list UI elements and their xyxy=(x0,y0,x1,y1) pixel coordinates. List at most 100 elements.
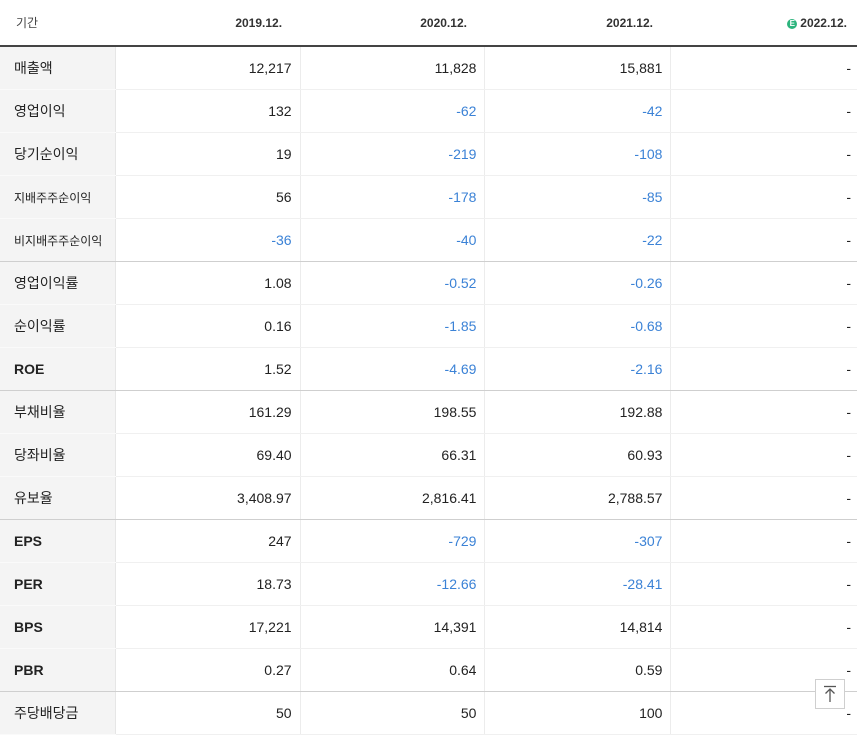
row-value: 247 xyxy=(115,519,301,563)
row-value: 66.31 xyxy=(300,433,486,477)
table-row: 주당배당금 50 50 100- xyxy=(0,691,857,735)
row-value: -219 xyxy=(300,132,486,176)
table-row: BPS 17,221 14,391 14,814- xyxy=(0,605,857,649)
row-value: -178 xyxy=(300,175,486,219)
row-value: - xyxy=(670,519,857,563)
row-label: PBR xyxy=(0,648,116,692)
row-value: -62 xyxy=(300,89,486,133)
row-value: 198.55 xyxy=(300,390,486,434)
row-value: 11,828 xyxy=(300,46,486,90)
row-label: 영업이익 xyxy=(0,89,116,133)
table-row: 유보율 3,408.97 2,816.41 2,788.57- xyxy=(0,476,857,520)
row-value: 3,408.97 xyxy=(115,476,301,520)
row-value: -0.52 xyxy=(300,261,486,305)
row-label: 매출액 xyxy=(0,46,116,90)
row-value: -12.66 xyxy=(300,562,486,606)
row-label: EPS xyxy=(0,519,116,563)
row-label: 지배주주순이익 xyxy=(0,175,116,219)
table-body: 매출액 12,217 11,828 15,881- 영업이익 132 -62 -42- 당기순이… xyxy=(0,46,857,735)
table-row: 지배주주순이익 56 -178 -85- xyxy=(0,175,857,219)
table-row: ROE 1.52 -4.69 -2.16- xyxy=(0,347,857,391)
row-value: 14,391 xyxy=(300,605,486,649)
row-value: 1.52 xyxy=(115,347,301,391)
row-value: -22 xyxy=(484,218,672,262)
row-value: - xyxy=(670,390,857,434)
row-value: 1.08 xyxy=(115,261,301,305)
row-value: 0.16 xyxy=(115,304,301,348)
row-value: - xyxy=(670,605,857,649)
table-row: 부채비율 161.29 198.55 192.88- xyxy=(0,390,857,434)
row-value: -36 xyxy=(115,218,301,262)
row-value: 132 xyxy=(115,89,301,133)
row-value: 0.64 xyxy=(300,648,486,692)
row-value: - xyxy=(670,562,857,606)
row-value: 18.73 xyxy=(115,562,301,606)
row-value: 14,814 xyxy=(484,605,672,649)
row-label: 당기순이익 xyxy=(0,132,116,176)
row-value: 17,221 xyxy=(115,605,301,649)
scroll-to-top-button[interactable] xyxy=(815,679,845,709)
table-row: 영업이익 132 -62 -42- xyxy=(0,89,857,133)
row-value: - xyxy=(670,433,857,477)
row-label: ROE xyxy=(0,347,116,391)
row-value: 50 xyxy=(115,691,301,735)
table-row: 당좌비율 69.40 66.31 60.93- xyxy=(0,433,857,477)
header-row: 기간 2019.12. 2020.12. 2021.12. E 2022.12. xyxy=(0,0,857,47)
table-row: 순이익률 0.16 -1.85 -0.68- xyxy=(0,304,857,348)
row-value: -0.26 xyxy=(484,261,672,305)
row-label: BPS xyxy=(0,605,116,649)
row-value: 19 xyxy=(115,132,301,176)
row-value: 0.59 xyxy=(484,648,672,692)
row-value: 12,217 xyxy=(115,46,301,90)
table-row: 영업이익률 1.08 -0.52 -0.26- xyxy=(0,261,857,305)
row-label: 유보율 xyxy=(0,476,116,520)
table-header: 기간 2019.12. 2020.12. 2021.12. E 2022.12. xyxy=(0,0,857,47)
row-value: - xyxy=(670,347,857,391)
row-value: -0.68 xyxy=(484,304,672,348)
row-label: 영업이익률 xyxy=(0,261,116,305)
estimate-badge-icon: E xyxy=(787,18,798,29)
row-value: - xyxy=(670,261,857,305)
row-value: -4.69 xyxy=(300,347,486,391)
row-value: -108 xyxy=(484,132,672,176)
row-value: -42 xyxy=(484,89,672,133)
table-row: PBR 0.27 0.64 0.59- xyxy=(0,648,857,692)
row-value: -2.16 xyxy=(484,347,672,391)
table-row: 당기순이익 19 -219 -108- xyxy=(0,132,857,176)
table-row: EPS 247 -729 -307- xyxy=(0,519,857,563)
row-value: - xyxy=(670,46,857,90)
row-value: - xyxy=(670,175,857,219)
row-value: -307 xyxy=(484,519,672,563)
period-label: 기간 xyxy=(0,0,116,47)
row-value: 0.27 xyxy=(115,648,301,692)
row-label: 순이익률 xyxy=(0,304,116,348)
row-label: 비지배주주순이익 xyxy=(0,218,116,262)
row-value: -1.85 xyxy=(300,304,486,348)
period-2022-estimate: E 2022.12. xyxy=(670,0,857,47)
row-value: -85 xyxy=(484,175,672,219)
period-2021: 2021.12. xyxy=(484,0,671,47)
row-label: PER xyxy=(0,562,116,606)
arrow-up-to-top-icon xyxy=(824,685,836,702)
table-row: 매출액 12,217 11,828 15,881- xyxy=(0,46,857,90)
row-value: 2,788.57 xyxy=(484,476,672,520)
table-row: PER 18.73 -12.66 -28.41- xyxy=(0,562,857,606)
period-2022-label: 2022.12. xyxy=(800,15,847,30)
row-value: 15,881 xyxy=(484,46,672,90)
row-value: - xyxy=(670,476,857,520)
row-label: 부채비율 xyxy=(0,390,116,434)
row-value: -28.41 xyxy=(484,562,672,606)
row-value: 100 xyxy=(484,691,672,735)
row-value: 56 xyxy=(115,175,301,219)
row-label: 주당배당금 xyxy=(0,691,116,735)
row-value: 69.40 xyxy=(115,433,301,477)
row-value: 192.88 xyxy=(484,390,672,434)
row-value: - xyxy=(670,304,857,348)
row-value: 50 xyxy=(300,691,486,735)
row-value: 60.93 xyxy=(484,433,672,477)
row-label: 당좌비율 xyxy=(0,433,116,477)
row-value: 161.29 xyxy=(115,390,301,434)
period-2019: 2019.12. xyxy=(115,0,301,47)
row-value: - xyxy=(670,132,857,176)
